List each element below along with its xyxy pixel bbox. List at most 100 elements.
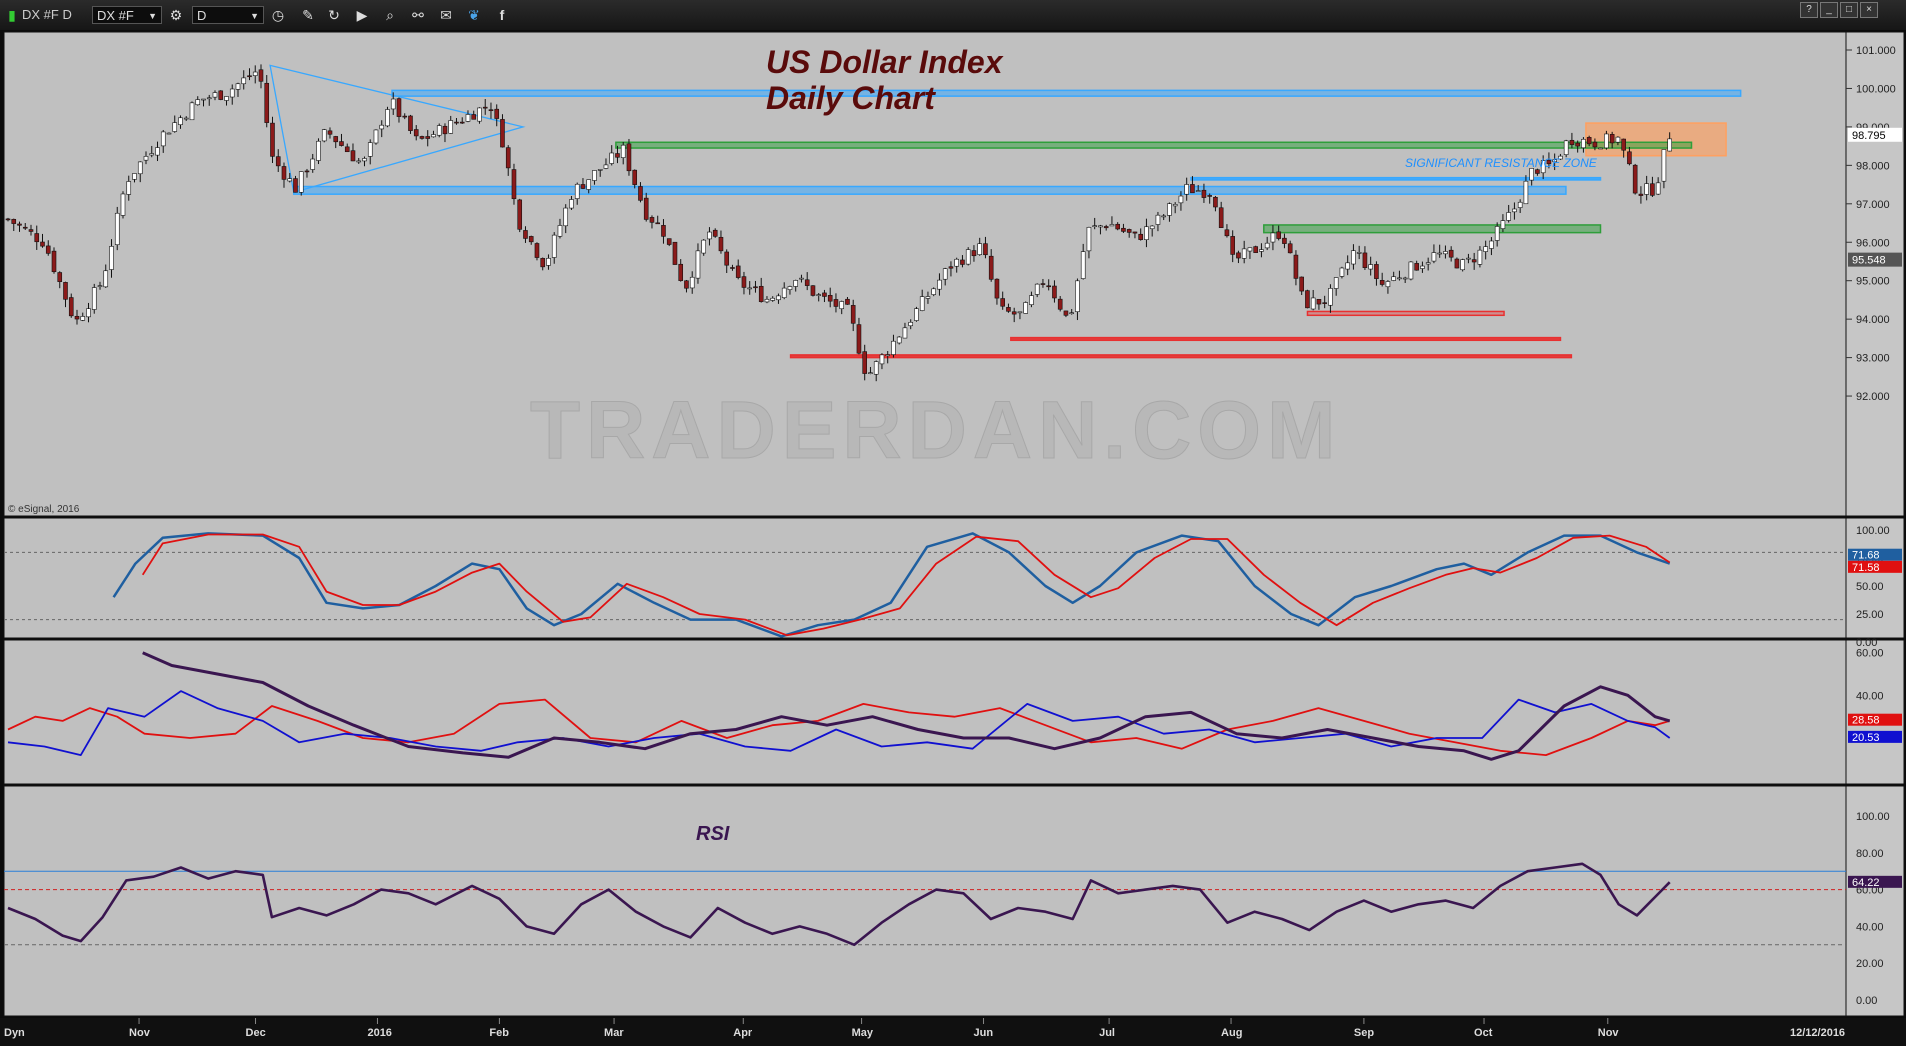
candle-body[interactable] <box>580 184 586 189</box>
candle-body[interactable] <box>1408 261 1414 280</box>
candle-body[interactable] <box>707 231 712 240</box>
candle-body[interactable] <box>252 71 258 76</box>
candle-body[interactable] <box>1644 183 1649 195</box>
candle-body[interactable] <box>51 250 57 273</box>
candle-body[interactable] <box>1443 251 1448 255</box>
candle-body[interactable] <box>770 297 776 301</box>
candle-body[interactable] <box>413 129 419 137</box>
candle-body[interactable] <box>1029 295 1034 305</box>
candle-body[interactable] <box>1402 277 1408 280</box>
candle-body[interactable] <box>1604 133 1609 149</box>
candle-body[interactable] <box>632 169 638 185</box>
candle-body[interactable] <box>195 99 201 106</box>
candle-body[interactable] <box>402 115 408 118</box>
candle-body[interactable] <box>1000 298 1005 307</box>
candle-body[interactable] <box>1345 262 1350 270</box>
candle-body[interactable] <box>1517 201 1523 208</box>
candle-body[interactable] <box>160 131 166 147</box>
candle-body[interactable] <box>1322 302 1327 304</box>
candle-body[interactable] <box>293 178 298 193</box>
candle-body[interactable] <box>1529 168 1534 181</box>
dmi-minus-di-line[interactable] <box>7 690 1671 756</box>
candle-body[interactable] <box>1167 203 1172 216</box>
link-icon[interactable]: ⚯ <box>412 7 424 23</box>
candle-body[interactable] <box>1374 264 1379 279</box>
candle-body[interactable] <box>1592 141 1598 148</box>
candle-body[interactable] <box>960 259 965 265</box>
candle-body[interactable] <box>218 90 224 100</box>
candle-body[interactable] <box>1661 149 1667 182</box>
candle-body[interactable] <box>310 158 316 170</box>
candle-body[interactable] <box>1627 151 1632 165</box>
candle-body[interactable] <box>1236 252 1241 259</box>
candle-body[interactable] <box>1540 160 1546 174</box>
candle-body[interactable] <box>201 98 206 101</box>
candle-body[interactable] <box>1069 312 1074 315</box>
candle-body[interactable] <box>776 295 781 301</box>
red-support-line-2[interactable] <box>789 354 1573 359</box>
candle-body[interactable] <box>1650 183 1655 196</box>
candle-body[interactable] <box>902 327 908 339</box>
candle-body[interactable] <box>356 160 362 163</box>
candle-body[interactable] <box>1552 159 1557 163</box>
candle-body[interactable] <box>954 258 959 267</box>
pencil-icon[interactable]: ✎ <box>302 7 314 23</box>
candle-body[interactable] <box>1489 240 1494 249</box>
candle-body[interactable] <box>396 98 402 117</box>
candle-body[interactable] <box>5 218 11 221</box>
candle-body[interactable] <box>172 122 178 132</box>
candle-body[interactable] <box>833 299 839 307</box>
upper-green-line[interactable] <box>615 141 1693 149</box>
candle-body[interactable] <box>649 217 655 223</box>
candle-body[interactable] <box>764 298 770 303</box>
candle-body[interactable] <box>1310 297 1316 310</box>
candle-body[interactable] <box>155 147 160 156</box>
candle-body[interactable] <box>1144 226 1149 240</box>
minimize-button[interactable]: _ <box>1820 2 1838 18</box>
candle-body[interactable] <box>1092 225 1097 227</box>
candle-body[interactable] <box>465 114 471 122</box>
candle-body[interactable] <box>597 169 603 171</box>
candle-body[interactable] <box>1046 285 1051 288</box>
candle-body[interactable] <box>1253 246 1258 253</box>
candle-body[interactable] <box>258 69 264 82</box>
candle-body[interactable] <box>1287 243 1293 254</box>
candle-body[interactable] <box>896 336 902 344</box>
rsi-panel[interactable] <box>3 785 1847 1017</box>
candle-body[interactable] <box>114 212 120 246</box>
candle-body[interactable] <box>827 295 833 302</box>
candle-body[interactable] <box>592 170 597 181</box>
candle-body[interactable] <box>799 277 804 280</box>
candle-body[interactable] <box>810 285 816 296</box>
candle-body[interactable] <box>436 125 442 136</box>
candle-body[interactable] <box>655 222 661 225</box>
candle-body[interactable] <box>1454 258 1460 269</box>
candle-body[interactable] <box>143 156 149 161</box>
candle-body[interactable] <box>983 243 988 256</box>
candle-body[interactable] <box>586 179 592 190</box>
candle-body[interactable] <box>1391 276 1396 281</box>
candle-body[interactable] <box>1109 224 1115 227</box>
candle-body[interactable] <box>1282 237 1287 244</box>
red-support-line-1[interactable] <box>1010 336 1562 342</box>
rsi-line[interactable] <box>7 862 1671 947</box>
candle-body[interactable] <box>373 129 379 144</box>
candle-body[interactable] <box>132 173 137 180</box>
candle-body[interactable] <box>511 169 517 200</box>
candle-body[interactable] <box>517 199 523 230</box>
candle-body[interactable] <box>1086 226 1092 252</box>
candle-body[interactable] <box>149 153 155 156</box>
candle-body[interactable] <box>488 109 494 112</box>
candle-body[interactable] <box>1420 265 1425 269</box>
triangle-pattern[interactable] <box>269 64 526 194</box>
candle-body[interactable] <box>1339 267 1345 277</box>
candle-body[interactable] <box>931 288 936 295</box>
candle-body[interactable] <box>1201 189 1207 198</box>
candle-body[interactable] <box>1023 302 1028 314</box>
candle-body[interactable] <box>666 238 672 245</box>
candle-body[interactable] <box>241 77 247 85</box>
candle-body[interactable] <box>1546 159 1552 165</box>
candle-body[interactable] <box>206 97 212 100</box>
candle-body[interactable] <box>822 292 827 297</box>
candle-body[interactable] <box>1247 247 1253 252</box>
